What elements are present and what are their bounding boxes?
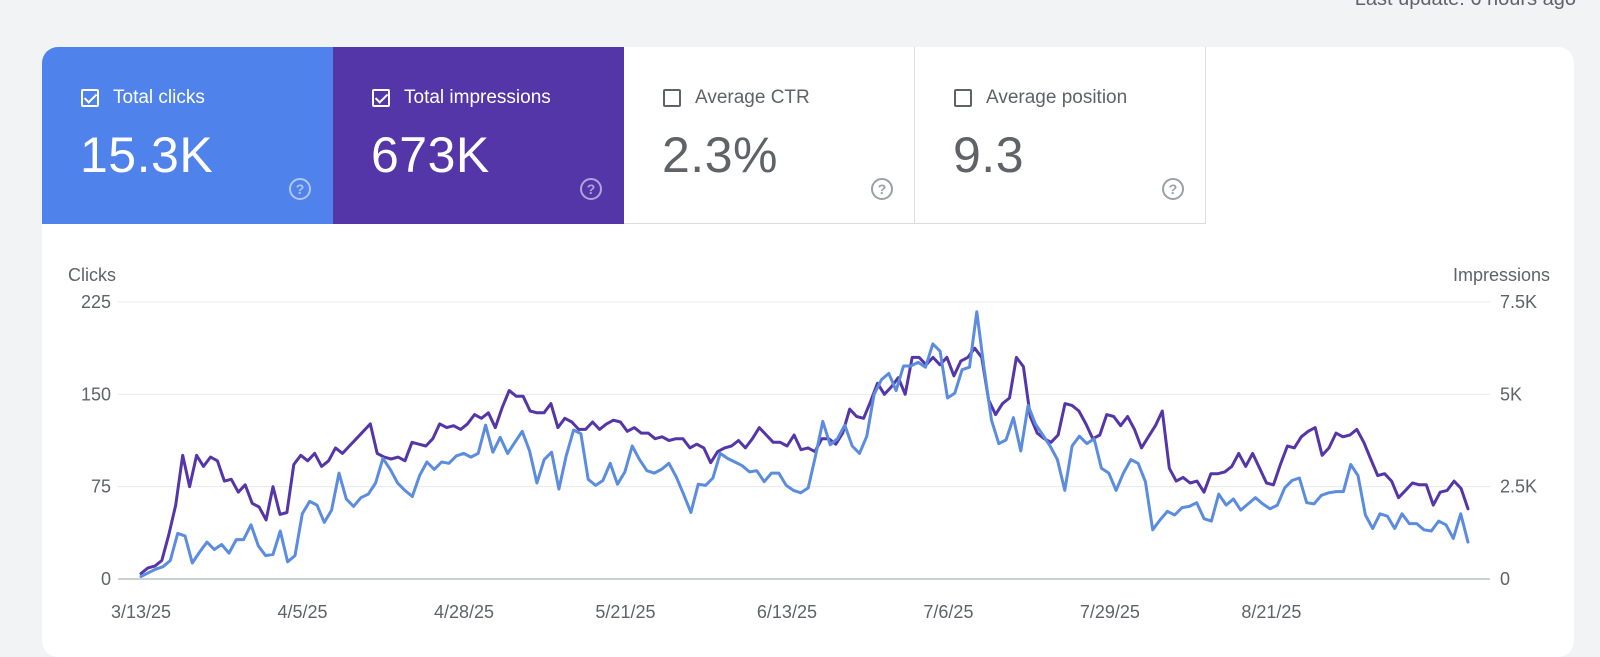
metric-label: Total impressions	[404, 87, 551, 108]
x-tick-label: 4/5/25	[277, 602, 327, 622]
help-circle-icon[interactable]: ?	[871, 178, 893, 200]
left-tick-label: 0	[101, 569, 111, 589]
metric-label: Average position	[986, 87, 1128, 108]
x-tick-label: 4/28/25	[434, 602, 494, 622]
chart-series	[139, 310, 1470, 578]
checkbox-unchecked-icon[interactable]	[954, 89, 972, 107]
performance-card: Total clicks 15.3K ? Total impressions 6…	[42, 47, 1574, 657]
checkbox-checked-icon[interactable]	[81, 89, 99, 107]
left-tick-label: 150	[81, 384, 111, 404]
help-circle-icon[interactable]: ?	[580, 178, 602, 200]
right-tick-label: 2.5K	[1500, 477, 1537, 497]
checkbox-checked-icon[interactable]	[372, 89, 390, 107]
checkbox-unchecked-icon[interactable]	[663, 89, 681, 107]
x-tick-label: 7/29/25	[1080, 602, 1140, 622]
last-update-text: Last update: 6 hours ago	[1355, 0, 1576, 11]
x-tick-label: 3/13/25	[111, 602, 171, 622]
metric-label: Average CTR	[695, 87, 810, 108]
metric-value: 15.3K	[80, 127, 214, 183]
chart-gridlines	[118, 301, 1490, 580]
performance-line-chart: Clicks Impressions 0 75 150 225 0 2.5K 5K 7.5K…	[68, 265, 1550, 622]
metric-value: 673K	[371, 127, 490, 183]
right-axis-ticks: 0 2.5K 5K 7.5K	[1500, 292, 1537, 589]
metric-value: 2.3%	[662, 127, 778, 183]
x-axis-ticks: 3/13/25 4/5/25 4/28/25 5/21/25 6/13/25 7/6/25…	[111, 602, 1301, 622]
metric-average-ctr[interactable]: Average CTR 2.3% ?	[624, 47, 915, 224]
series-line-impressions	[139, 346, 1470, 575]
left-axis-title: Clicks	[68, 265, 116, 285]
left-tick-label: 225	[81, 292, 111, 312]
left-axis-ticks: 0 75 150 225	[81, 292, 111, 589]
metric-value: 9.3	[953, 127, 1025, 183]
x-tick-label: 5/21/25	[595, 602, 655, 622]
left-tick-label: 75	[91, 477, 111, 497]
metric-average-position[interactable]: Average position 9.3 ?	[915, 47, 1206, 224]
series-line-clicks	[139, 310, 1470, 578]
right-tick-label: 7.5K	[1500, 292, 1537, 312]
metric-total-impressions[interactable]: Total impressions 673K ?	[333, 47, 624, 224]
right-tick-label: 5K	[1500, 384, 1522, 404]
metric-tabs: Total clicks 15.3K ? Total impressions 6…	[42, 47, 1206, 224]
help-circle-icon[interactable]: ?	[289, 178, 311, 200]
metric-total-clicks[interactable]: Total clicks 15.3K ?	[42, 47, 333, 224]
right-axis-title: Impressions	[1453, 265, 1550, 285]
x-tick-label: 7/6/25	[923, 602, 973, 622]
metric-label: Total clicks	[113, 87, 205, 108]
right-tick-label: 0	[1500, 569, 1510, 589]
help-circle-icon[interactable]: ?	[1162, 178, 1184, 200]
x-tick-label: 6/13/25	[757, 602, 817, 622]
x-tick-label: 8/21/25	[1241, 602, 1301, 622]
